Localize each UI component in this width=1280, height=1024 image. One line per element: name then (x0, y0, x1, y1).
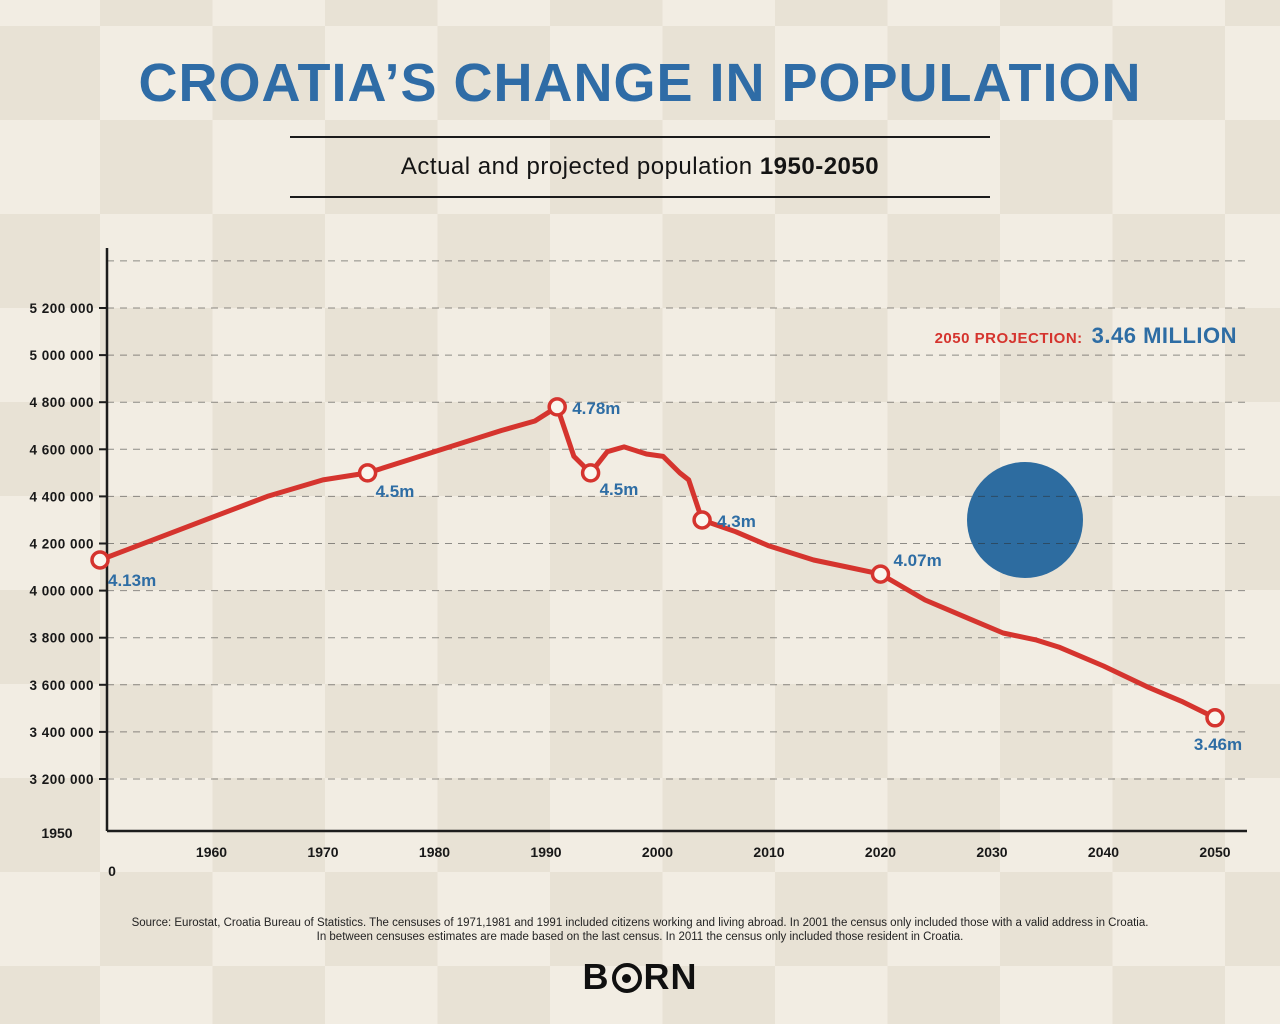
data-point-marker (692, 510, 712, 530)
y-tick-label: 5 200 000 (29, 301, 94, 316)
data-point-label: 3.46m (1194, 735, 1242, 754)
y-tick-label: 3 400 000 (29, 725, 94, 740)
x-axis-start-label: 1950 (41, 825, 72, 841)
subtitle-text: Actual and projected population (400, 153, 760, 180)
x-tick-label: 2050 (1199, 844, 1230, 860)
x-tick-label: 2000 (642, 844, 673, 860)
subtitle: Actual and projected population 1950-205… (290, 136, 990, 198)
data-point-label: 4.78m (572, 399, 620, 418)
data-point-label: 4.3m (717, 512, 756, 531)
x-tick-label: 1970 (307, 844, 338, 860)
x-tick-label: 1960 (196, 844, 227, 860)
birn-logo: B RN (0, 956, 1280, 998)
birn-logo-dot-icon (622, 973, 631, 983)
source-note: Source: Eurostat, Croatia Bureau of Stat… (0, 916, 1280, 945)
x-tick-label: 2040 (1088, 844, 1119, 860)
data-point-marker (90, 550, 110, 570)
y-tick-label: 3 200 000 (29, 772, 94, 787)
subtitle-year-range: 1950-2050 (759, 153, 880, 180)
x-tick-label: 1990 (530, 844, 561, 860)
projection-value: 3.46 MILLION (1091, 323, 1237, 348)
birn-logo-letter-b: B (582, 956, 610, 997)
data-point-marker (580, 463, 601, 483)
header: CROATIA’S CHANGE IN POPULATION Actual an… (0, 52, 1280, 198)
y-tick-label: 5 000 000 (29, 348, 94, 363)
data-point-label: 4.07m (894, 551, 942, 570)
y-tick-label: 4 800 000 (29, 395, 94, 410)
decor-blue-circle (967, 462, 1083, 578)
projection-callout: 2050 PROJECTION: 3.46 MILLION (935, 323, 1237, 349)
source-line-2: In between censuses estimates are made b… (316, 931, 964, 944)
x-tick-label: 2010 (753, 844, 784, 860)
data-point-marker (1205, 708, 1225, 728)
birn-logo-letters-rn: RN (643, 956, 698, 997)
data-point-marker (547, 397, 567, 417)
y-tick-label: 3 600 000 (29, 678, 94, 693)
x-tick-label: 2030 (976, 844, 1007, 860)
y-tick-label: 3 800 000 (29, 631, 94, 646)
population-line (97, 404, 1218, 721)
data-point-label: 4.5m (600, 480, 639, 499)
y-tick-label: 4 600 000 (29, 442, 94, 457)
source-line-1: Source: Eurostat, Croatia Bureau of Stat… (131, 917, 1149, 929)
birn-logo-icon (611, 963, 642, 993)
x-tick-label: 1980 (419, 844, 450, 860)
y-tick-label: 4 200 000 (29, 537, 94, 552)
projection-label: 2050 PROJECTION: (934, 330, 1083, 347)
data-point-marker (870, 564, 891, 584)
page-title: CROATIA’S CHANGE IN POPULATION (138, 53, 1142, 113)
origin-label: 0 (108, 863, 116, 879)
data-point-marker (357, 463, 378, 483)
x-tick-label: 2020 (865, 844, 896, 860)
data-point-label: 4.5m (376, 482, 415, 501)
y-tick-label: 4 000 000 (29, 584, 94, 599)
data-point-label: 4.13m (108, 571, 156, 590)
y-tick-label: 4 400 000 (29, 489, 94, 504)
